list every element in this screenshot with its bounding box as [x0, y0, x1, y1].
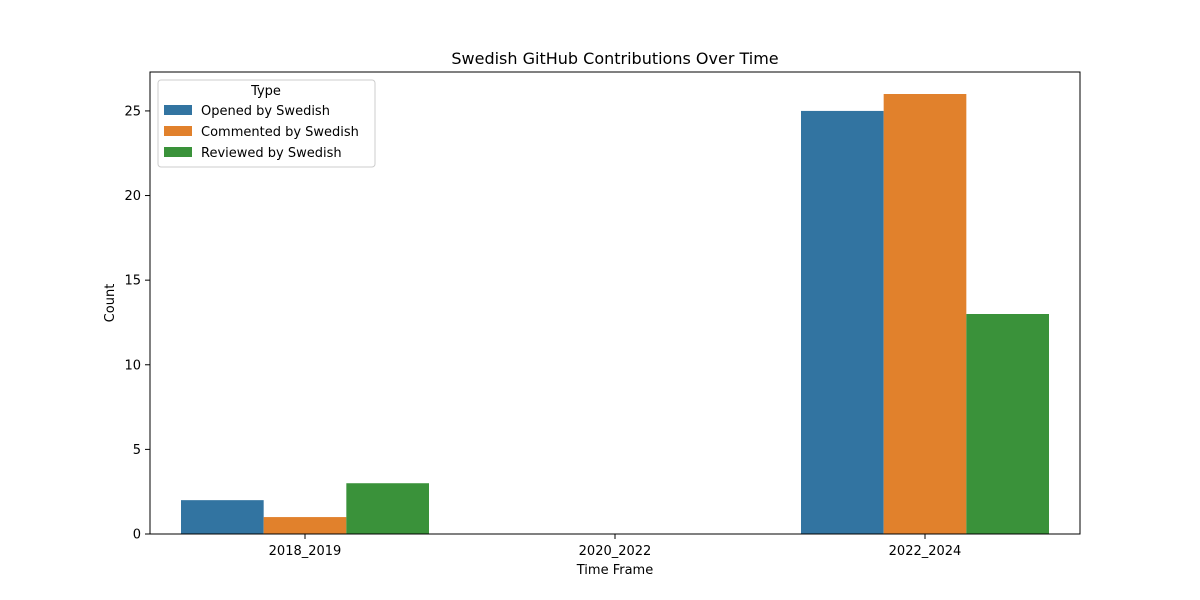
legend-title: Type — [250, 84, 281, 99]
y-axis: 0 5 10 15 20 25 — [124, 104, 150, 543]
bar-1-2 — [883, 94, 967, 534]
x-tick-label-2: 2022_2024 — [889, 544, 962, 559]
bar-2-2 — [966, 314, 1049, 534]
legend-swatch-0 — [164, 105, 192, 115]
chart-title: Swedish GitHub Contributions Over Time — [451, 49, 778, 68]
legend: Type Opened by Swedish Commented by Swedis… — [157, 79, 376, 168]
x-axis: 2018_2019 2020_2022 2022_2024 — [269, 534, 962, 559]
y-tick-label-4: 20 — [124, 189, 141, 204]
bar-0-2 — [801, 110, 884, 534]
x-tick-label-0: 2018_2019 — [269, 544, 342, 559]
legend-box — [157, 79, 376, 168]
y-tick-label-2: 10 — [124, 358, 141, 373]
bar-2-0 — [346, 483, 429, 534]
legend-swatch-1 — [164, 126, 192, 136]
legend-label-1: Commented by Swedish — [201, 125, 359, 140]
legend-label-0: Opened by Swedish — [201, 104, 330, 119]
y-tick-label-0: 0 — [133, 528, 141, 543]
bar-0-0 — [181, 500, 264, 534]
legend-swatch-2 — [164, 147, 192, 157]
x-axis-title: Time Frame — [576, 563, 653, 578]
bars-layer — [181, 94, 1049, 534]
y-tick-label-3: 15 — [124, 274, 141, 289]
y-tick-label-5: 25 — [124, 104, 141, 119]
y-tick-label-1: 5 — [133, 443, 141, 458]
y-axis-title: Count — [103, 284, 118, 323]
x-tick-label-1: 2020_2022 — [579, 544, 652, 559]
bar-1-0 — [263, 517, 347, 534]
legend-label-2: Reviewed by Swedish — [201, 146, 342, 161]
